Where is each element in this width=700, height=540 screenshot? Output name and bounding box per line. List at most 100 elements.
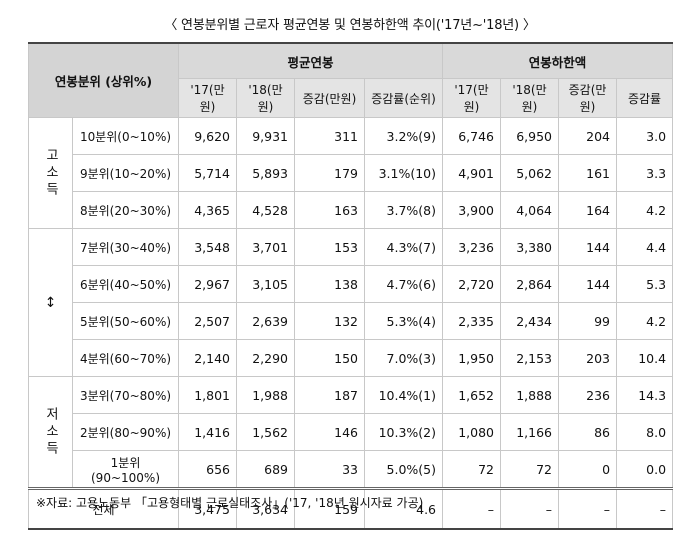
table-row: 9분위(10~20%) 5,714 5,893 179 3.1%(10) 4,9… [29,154,674,192]
cell: 14.3 [616,376,674,414]
col-header: '18(만원) [500,78,560,118]
cell: 144 [558,265,618,303]
col-header: 증감률(순위) [363,78,444,118]
avg-salary-header: 평균연봉 [177,42,444,79]
row-label: 8분위(20~30%) [72,191,179,229]
col-header: 증감(만원) [294,78,365,118]
table-row: 1분위(90~100%) 656 689 33 5.0%(5) 72 72 0 … [29,450,674,489]
cell: 2,639 [236,302,295,340]
cell: 2,335 [442,302,502,340]
total-label: 전체 [28,487,179,530]
cell: – [558,487,618,530]
cell: 4,901 [442,154,502,192]
cell: 3,236 [442,228,502,266]
cell: 3.2%(9) [363,117,444,155]
cell: 164 [558,191,618,229]
cell: 1,988 [236,376,295,414]
cell: 4.2 [616,302,674,340]
source-note: ※자료: 고용노동부 「고용형태별 근로실태조사」('17, '18년 원시자료… [36,496,424,510]
cell: 9,620 [178,117,237,155]
cell: – [442,487,502,530]
cell: 2,967 [178,265,237,303]
cell: 1,562 [236,413,295,451]
cell: 163 [294,191,365,229]
cell: 5.3%(4) [363,302,444,340]
group-label-mid: ↕ [28,228,73,377]
cell: 4.2 [616,191,674,229]
row-label: 6분위(40~50%) [72,265,179,303]
cell: 2,140 [178,339,237,377]
cell: 0.0 [616,450,674,489]
col-header: '18(만원) [236,78,295,118]
cell: 6,950 [500,117,560,155]
cell: 1,801 [178,376,237,414]
cell: 159 [294,487,365,530]
cell: 8.0 [616,413,674,451]
cell: 144 [558,228,618,266]
cell: – [500,487,560,530]
cell: 150 [294,339,365,377]
total-row: 전체 3,475 3,634 159 4.6 – – – – [28,487,674,530]
cell: – [616,487,674,530]
cell: 2,290 [236,339,295,377]
cell: 236 [558,376,618,414]
cell: 3,105 [236,265,295,303]
cell: 10.4%(1) [363,376,444,414]
cell: 4.4 [616,228,674,266]
cell: 5,893 [236,154,295,192]
category-header: 연봉분위 (상위%) [28,42,179,118]
row-label: 4분위(60~70%) [72,339,179,377]
cell: 161 [558,154,618,192]
row-label: 7분위(30~40%) [72,228,179,266]
row-label: 10분위(0~10%) [72,117,179,155]
cell: 3,548 [178,228,237,266]
cell: 4.7%(6) [363,265,444,303]
cell: 2,507 [178,302,237,340]
row-label: 5분위(50~60%) [72,302,179,340]
row-label: 9분위(10~20%) [72,154,179,192]
cell: 3.7%(8) [363,191,444,229]
lower-bound-header: 연봉하한액 [442,42,674,79]
cell: 179 [294,154,365,192]
cell: 33 [294,450,365,489]
cell: 132 [294,302,365,340]
col-header: 증감률 [616,78,674,118]
cell: 1,416 [178,413,237,451]
cell: 72 [442,450,502,489]
cell: 9,931 [236,117,295,155]
cell: 10.4 [616,339,674,377]
cell: 5,714 [178,154,237,192]
col-header: 증감(만원) [558,78,618,118]
cell: 86 [558,413,618,451]
table-row: 저소득 3분위(70~80%) 1,801 1,988 187 10.4%(1)… [28,376,674,489]
table-row: 6분위(40~50%) 2,967 3,105 138 4.7%(6) 2,72… [29,265,674,303]
cell: 1,950 [442,339,502,377]
col-header: '17(만원) [442,78,502,118]
cell: 3.0 [616,117,674,155]
cell: 3,701 [236,228,295,266]
cell: 0 [558,450,618,489]
table-row: 2분위(80~90%) 1,416 1,562 146 10.3%(2) 1,0… [29,413,674,451]
cell: 3.3 [616,154,674,192]
cell: 4.3%(7) [363,228,444,266]
cell: 1,888 [500,376,560,414]
table-title: 〈 연봉분위별 근로자 평균연봉 및 연봉하한액 추이('17년~'18년) 〉 [164,18,536,33]
cell: 1,080 [442,413,502,451]
cell: 3,900 [442,191,502,229]
cell: 6,746 [442,117,502,155]
cell: 4,365 [178,191,237,229]
cell: 4.6 [363,487,444,530]
group-label-high: 고소득 [28,117,73,229]
cell: 2,434 [500,302,560,340]
cell: 99 [558,302,618,340]
cell: 3,475 [178,487,237,530]
cell: 153 [294,228,365,266]
cell: 311 [294,117,365,155]
table-row: 5분위(50~60%) 2,507 2,639 132 5.3%(4) 2,33… [29,302,674,340]
cell: 146 [294,413,365,451]
table-row: 4분위(60~70%) 2,140 2,290 150 7.0%(3) 1,95… [29,339,674,377]
cell: 72 [500,450,560,489]
group-label-low: 저소득 [28,376,73,489]
cell: 3.1%(10) [363,154,444,192]
cell: 7.0%(3) [363,339,444,377]
